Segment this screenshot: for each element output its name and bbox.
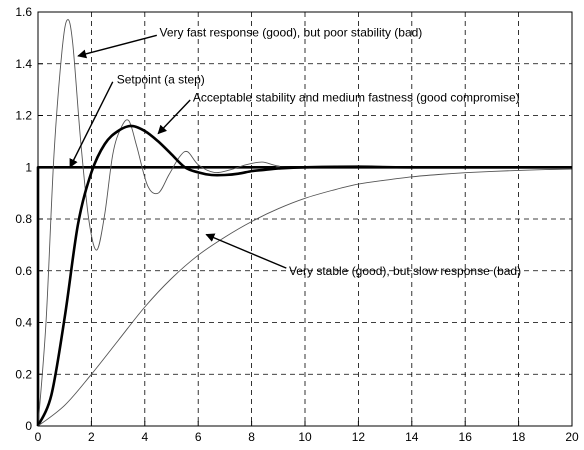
annotation-label: Very stable (good), but slow response (b…	[289, 264, 521, 278]
x-tick-label: 20	[565, 430, 579, 444]
y-axis-ticks: 0 0.2 0.4 0.6 0.8 1 1.2 1.4 1.6	[15, 5, 43, 433]
annotation-arrow	[157, 99, 191, 135]
series-medium-line	[36, 124, 572, 427]
series-fast-line	[37, 19, 573, 427]
y-tick-label: 0.4	[15, 316, 32, 330]
annotations-group: Very fast response (good), but poor stab…	[69, 26, 521, 278]
y-tick-label: 1	[25, 160, 32, 174]
y-tick-label: 0.8	[15, 212, 32, 226]
annotation-arrow	[77, 34, 157, 59]
plot-frame	[37, 11, 573, 427]
annotation-arrow	[69, 81, 114, 169]
y-tick-label: 1.4	[15, 57, 32, 71]
y-tick-label: 1.6	[15, 5, 32, 19]
grid	[38, 12, 572, 426]
y-tick-label: 0.2	[15, 367, 32, 381]
series-slow-line	[37, 168, 573, 427]
x-tick-label: 18	[512, 430, 526, 444]
y-tick-label: 0.6	[15, 264, 32, 278]
x-tick-label: 0	[35, 430, 42, 444]
y-tick-label: 1.2	[15, 109, 32, 123]
x-tick-label: 16	[459, 430, 473, 444]
x-axis-ticks: 0 2 4 6 8 10 12 14 16 18 20	[35, 421, 579, 444]
x-tick-label: 8	[248, 430, 255, 444]
annotation-arrow	[205, 233, 287, 269]
x-tick-label: 2	[88, 430, 95, 444]
y-tick-label: 0	[25, 419, 32, 433]
x-tick-label: 6	[195, 430, 202, 444]
x-tick-label: 12	[352, 430, 366, 444]
x-tick-label: 4	[141, 430, 148, 444]
x-tick-label: 14	[405, 430, 419, 444]
annotation-label: Very fast response (good), but poor stab…	[159, 26, 422, 40]
annotation-label: Acceptable stability and medium fastness…	[193, 90, 520, 104]
x-tick-label: 10	[298, 430, 312, 444]
annotation-label: Setpoint (a step)	[117, 72, 205, 86]
